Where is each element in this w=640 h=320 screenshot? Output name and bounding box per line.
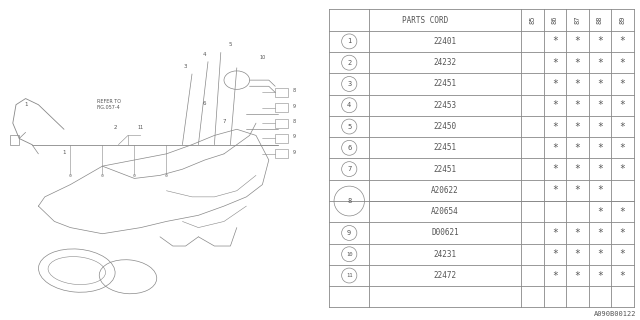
Text: *: * (620, 122, 625, 132)
Text: 9: 9 (347, 230, 351, 236)
Text: 1: 1 (347, 38, 351, 44)
Text: *: * (552, 58, 558, 68)
Text: 8: 8 (347, 198, 351, 204)
Bar (275, 118, 288, 128)
Text: 22401: 22401 (433, 37, 456, 46)
Text: 10: 10 (346, 252, 353, 257)
Text: 86: 86 (552, 16, 558, 24)
Text: *: * (597, 164, 603, 174)
Text: PARTS CORD: PARTS CORD (402, 16, 449, 25)
Text: *: * (620, 36, 625, 46)
Text: *: * (552, 100, 558, 110)
Text: *: * (597, 249, 603, 259)
Text: 22451: 22451 (433, 164, 456, 174)
Text: *: * (575, 100, 580, 110)
Text: *: * (620, 207, 625, 217)
Text: *: * (552, 36, 558, 46)
Text: *: * (552, 79, 558, 89)
Text: *: * (552, 143, 558, 153)
Bar (10, 135, 19, 145)
Text: *: * (597, 122, 603, 132)
Text: *: * (552, 228, 558, 238)
Bar (275, 103, 288, 112)
Text: 22472: 22472 (433, 271, 456, 280)
Text: 22451: 22451 (433, 79, 456, 88)
Text: *: * (620, 164, 625, 174)
Text: 10: 10 (259, 55, 266, 60)
Text: *: * (620, 249, 625, 259)
Text: *: * (552, 249, 558, 259)
Text: 89: 89 (620, 16, 625, 24)
Text: 3: 3 (184, 64, 188, 69)
Text: *: * (620, 270, 625, 281)
Text: *: * (575, 185, 580, 196)
Text: 22451: 22451 (433, 143, 456, 152)
Text: 85: 85 (529, 16, 536, 24)
Text: *: * (575, 270, 580, 281)
Text: 5: 5 (347, 124, 351, 130)
Text: *: * (597, 100, 603, 110)
Text: *: * (552, 122, 558, 132)
Text: 6: 6 (347, 145, 351, 151)
Text: *: * (597, 270, 603, 281)
Text: 87: 87 (574, 16, 580, 24)
Text: *: * (575, 249, 580, 259)
Text: 7: 7 (222, 119, 226, 124)
Text: 11: 11 (346, 273, 353, 278)
Text: *: * (575, 79, 580, 89)
Text: *: * (597, 207, 603, 217)
Text: 2: 2 (113, 125, 117, 130)
Text: *: * (575, 164, 580, 174)
Text: *: * (620, 79, 625, 89)
Text: 3: 3 (347, 81, 351, 87)
Text: A20622: A20622 (431, 186, 459, 195)
Text: 4: 4 (203, 52, 207, 57)
Text: *: * (575, 122, 580, 132)
Text: A090B00122: A090B00122 (595, 311, 637, 317)
Text: 24232: 24232 (433, 58, 456, 67)
Text: *: * (597, 58, 603, 68)
Text: 7: 7 (347, 166, 351, 172)
Text: *: * (597, 79, 603, 89)
Text: *: * (620, 228, 625, 238)
Text: 24231: 24231 (433, 250, 456, 259)
Text: 4: 4 (347, 102, 351, 108)
Text: *: * (597, 185, 603, 196)
Text: 8: 8 (293, 119, 296, 124)
Text: 11: 11 (138, 125, 144, 130)
Text: *: * (575, 228, 580, 238)
Text: 9: 9 (293, 104, 296, 109)
Text: 9: 9 (293, 150, 296, 155)
Text: 5: 5 (228, 42, 232, 47)
Text: 1: 1 (62, 150, 66, 155)
Text: REFER TO
FIG.057-4: REFER TO FIG.057-4 (97, 99, 121, 110)
Text: 8: 8 (293, 88, 296, 93)
Text: 9: 9 (293, 134, 296, 140)
Text: 1: 1 (24, 102, 28, 107)
Text: *: * (552, 185, 558, 196)
Bar (275, 88, 288, 97)
Text: *: * (620, 143, 625, 153)
Text: *: * (597, 36, 603, 46)
Text: 2: 2 (347, 60, 351, 66)
Text: *: * (552, 270, 558, 281)
Text: *: * (597, 228, 603, 238)
Text: *: * (575, 36, 580, 46)
Text: *: * (575, 58, 580, 68)
Text: 22450: 22450 (433, 122, 456, 131)
Text: 6: 6 (203, 101, 207, 106)
Text: *: * (552, 164, 558, 174)
Text: *: * (620, 100, 625, 110)
Text: *: * (620, 58, 625, 68)
Text: *: * (597, 143, 603, 153)
Bar (275, 149, 288, 158)
Text: D00621: D00621 (431, 228, 459, 237)
Text: A20654: A20654 (431, 207, 459, 216)
Text: 88: 88 (597, 16, 603, 24)
Text: *: * (575, 143, 580, 153)
Text: 22453: 22453 (433, 101, 456, 110)
Bar (275, 134, 288, 143)
